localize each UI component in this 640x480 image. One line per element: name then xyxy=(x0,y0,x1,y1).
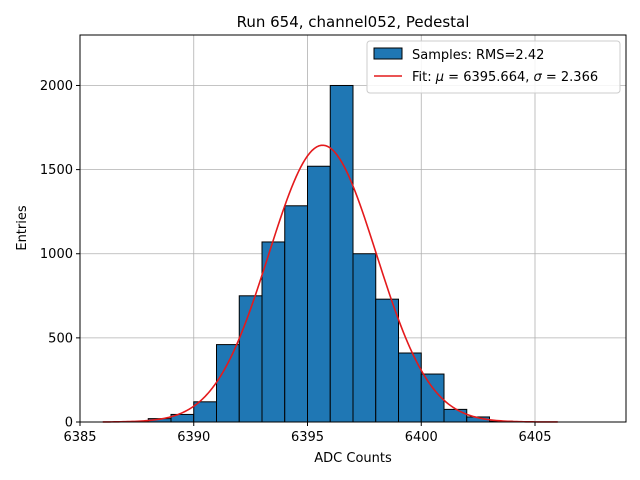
histogram-bar xyxy=(443,408,468,423)
histogram-bar xyxy=(193,401,217,423)
x-tick-label: 6390 xyxy=(177,430,210,445)
y-axis-label: Entries xyxy=(15,205,30,251)
histogram-bar xyxy=(329,84,354,423)
histogram-bar xyxy=(307,165,331,423)
histogram-bar xyxy=(375,298,399,423)
x-axis-ticks: 6385 6390 6395 6400 6405 xyxy=(63,422,552,445)
legend-fit-prefix: Fit: xyxy=(412,70,436,85)
gaussian-fit xyxy=(102,144,558,423)
legend-fit-mu-symbol: μ xyxy=(435,70,444,85)
chart-title: Run 654, channel052, Pedestal xyxy=(237,13,470,31)
legend-fit-sigma-value: = 2.366 xyxy=(542,70,598,85)
legend-label-fit: Fit: μ = 6395.664, σ = 2.366 xyxy=(412,70,598,85)
legend-box xyxy=(366,40,621,94)
x-tick-label: 6385 xyxy=(63,430,96,445)
y-tick-label: 500 xyxy=(48,331,73,346)
x-tick-label: 6400 xyxy=(405,430,438,445)
legend-label-samples: Samples: RMS=2.42 xyxy=(412,48,544,63)
histogram-bar xyxy=(238,295,263,423)
x-axis-label: ADC Counts xyxy=(314,451,392,466)
x-tick-label: 6395 xyxy=(291,430,324,445)
histogram-bar xyxy=(261,241,286,423)
histogram-bar xyxy=(352,253,377,423)
legend: Samples: RMS=2.42 Fit: μ = 6395.664, σ =… xyxy=(366,40,621,94)
y-tick-label: 2000 xyxy=(40,79,73,94)
y-tick-label: 0 xyxy=(65,416,73,431)
histogram-bar xyxy=(216,344,240,423)
y-tick-label: 1500 xyxy=(40,163,73,178)
legend-fit-mu-value: = 6395.664, xyxy=(444,70,533,85)
y-tick-label: 1000 xyxy=(40,247,73,262)
legend-patch-samples xyxy=(373,47,403,60)
x-tick-label: 6405 xyxy=(518,430,551,445)
legend-fit-sigma-symbol: σ xyxy=(534,70,543,85)
fit-curve xyxy=(102,144,558,423)
histogram-bar xyxy=(284,205,308,423)
plot-frame xyxy=(79,34,627,423)
y-axis-ticks: 0 500 1000 1500 2000 xyxy=(40,79,80,431)
